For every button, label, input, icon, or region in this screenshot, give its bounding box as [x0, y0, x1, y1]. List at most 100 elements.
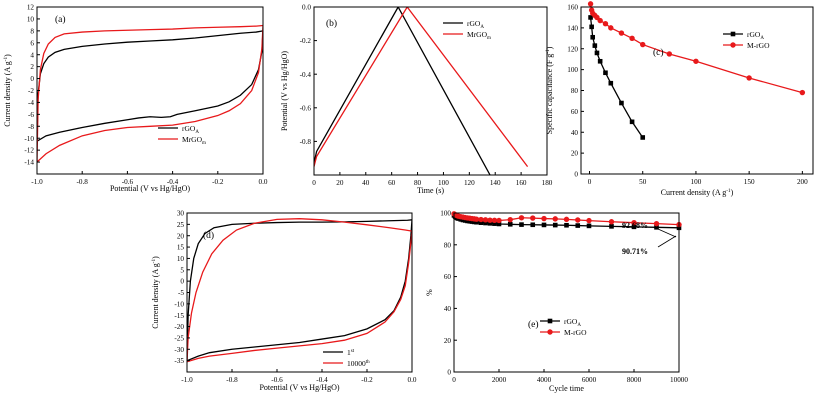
- y-axis-label-text: %: [425, 289, 434, 296]
- legend-marker-square: [547, 318, 553, 324]
- x-tick-label: -0.6: [271, 376, 283, 384]
- series-line-c-0: [589, 17, 644, 138]
- panel-label: (c): [653, 47, 664, 58]
- y-tick-label: 0.0: [302, 4, 311, 12]
- legend-label-text: M-rGO: [564, 328, 587, 337]
- series-line-d-0: [187, 219, 412, 362]
- legend-label-text: MrGO: [467, 30, 488, 39]
- data-point-circle: [496, 217, 502, 224]
- y-tick-label: 120: [567, 45, 578, 53]
- x-tick-label: 4000: [537, 376, 552, 384]
- legend-label: rGOA: [182, 124, 199, 135]
- legend-label: rGOA: [747, 30, 764, 41]
- y-tick-label: -35: [174, 357, 184, 365]
- data-point-square: [631, 224, 637, 230]
- y-tick-label: -0.2: [300, 37, 312, 45]
- data-point-circle: [563, 216, 570, 223]
- y-tick-label: 80: [571, 87, 579, 95]
- legend-label: 1st: [347, 348, 355, 357]
- data-point-circle: [608, 25, 614, 31]
- y-tick-label: 100: [567, 66, 578, 74]
- x-axis-label-superscript: -1: [726, 188, 731, 194]
- data-point-square: [586, 223, 592, 229]
- x-tick-label: 0: [312, 179, 316, 187]
- y-tick-label: 0: [447, 369, 451, 377]
- x-tick-label: -0.2: [361, 376, 373, 384]
- y-axis-label: Current density (A g-1): [151, 256, 160, 329]
- y-axis-label-close: ): [151, 256, 160, 259]
- legend-label: M-rGO: [747, 41, 770, 50]
- legend-label-text: 1: [347, 348, 351, 357]
- y-axis-label: Potential (V vs Hg/HgO): [280, 51, 289, 131]
- x-tick-label: 40: [362, 179, 370, 187]
- data-point-circle: [631, 219, 637, 226]
- x-tick-label: 0.0: [259, 178, 268, 186]
- y-tick-label: 6: [30, 39, 34, 47]
- x-tick-label: 80: [414, 179, 422, 187]
- x-tick-label: 150: [744, 178, 755, 186]
- data-point-circle: [653, 220, 660, 227]
- data-point-square: [589, 24, 594, 30]
- legend-label-subscript: A: [760, 36, 764, 41]
- legend-label-superscript: st: [351, 349, 355, 354]
- x-tick-label: -1.0: [31, 178, 43, 186]
- series-line-a-0: [37, 30, 263, 142]
- data-point-square: [575, 223, 581, 228]
- data-point-square: [640, 135, 646, 140]
- y-tick-label: 4: [30, 51, 34, 59]
- data-point-square: [487, 221, 493, 226]
- x-tick-label: -0.6: [122, 178, 134, 186]
- y-tick-label: 20: [571, 150, 579, 158]
- y-tick-label: -10: [174, 300, 184, 308]
- legend-label-subscript: m: [487, 36, 491, 41]
- data-point-square: [496, 221, 502, 227]
- plot-frame: [313, 6, 548, 176]
- y-axis-label-superscript: -1: [151, 258, 157, 263]
- data-point-square: [492, 221, 497, 226]
- data-point-square: [609, 224, 614, 229]
- y-tick-label: 80: [444, 241, 452, 249]
- y-tick-label: -10: [24, 135, 34, 143]
- data-point-square: [590, 34, 596, 40]
- data-point-square: [592, 43, 598, 48]
- legend-marker-circle: [547, 329, 553, 335]
- x-tick-label: 0: [588, 178, 592, 186]
- data-point-square: [530, 222, 536, 228]
- data-point-square: [519, 222, 524, 227]
- chart-panel-b: 0 20 40 60 80 100 120 140 160 180 -0.8 -0.6 -0.4 -0.2…: [280, 4, 553, 195]
- legend-label-subscript: A: [480, 25, 484, 30]
- data-point-circle: [618, 30, 625, 36]
- data-point-circle: [602, 21, 609, 27]
- y-tick-label: 20: [177, 232, 185, 240]
- data-point-circle: [575, 217, 581, 223]
- y-tick-label: 20: [444, 337, 452, 345]
- x-tick-label: 0.0: [408, 376, 417, 384]
- x-axis-label-close: ): [731, 188, 734, 197]
- data-point-square: [541, 222, 547, 228]
- legend-label: M-rGO: [564, 328, 587, 337]
- annotation-retention-m-rgo: 92.68%: [622, 221, 648, 230]
- x-axis-label: Time (s): [417, 186, 444, 195]
- legend-label: MrGOm: [467, 30, 491, 41]
- panel-label: (b): [326, 18, 337, 29]
- y-axis-label: %: [425, 289, 434, 296]
- y-tick-label: -6: [28, 111, 34, 119]
- legend-marker-circle: [730, 42, 736, 48]
- legend-label-text: rGO: [467, 19, 481, 28]
- x-axis-label: Current density (A g-1): [661, 188, 734, 197]
- data-point-square: [483, 220, 488, 226]
- data-point-square: [629, 119, 635, 125]
- data-point-circle: [629, 35, 635, 42]
- data-point-circle: [608, 219, 615, 225]
- plot-frame: [580, 6, 814, 175]
- y-tick-label: -8: [28, 123, 34, 131]
- data-point-square: [603, 70, 608, 76]
- data-point-square: [597, 58, 603, 64]
- y-tick-label: -4: [28, 99, 34, 107]
- legend-label-subscript: m: [202, 141, 206, 146]
- data-point-circle: [478, 216, 484, 223]
- y-tick-label: 8: [30, 27, 34, 35]
- x-tick-label: -0.2: [212, 178, 224, 186]
- y-axis-label-text: Current density (A g: [3, 61, 12, 127]
- legend-label-text: MrGO: [182, 135, 203, 144]
